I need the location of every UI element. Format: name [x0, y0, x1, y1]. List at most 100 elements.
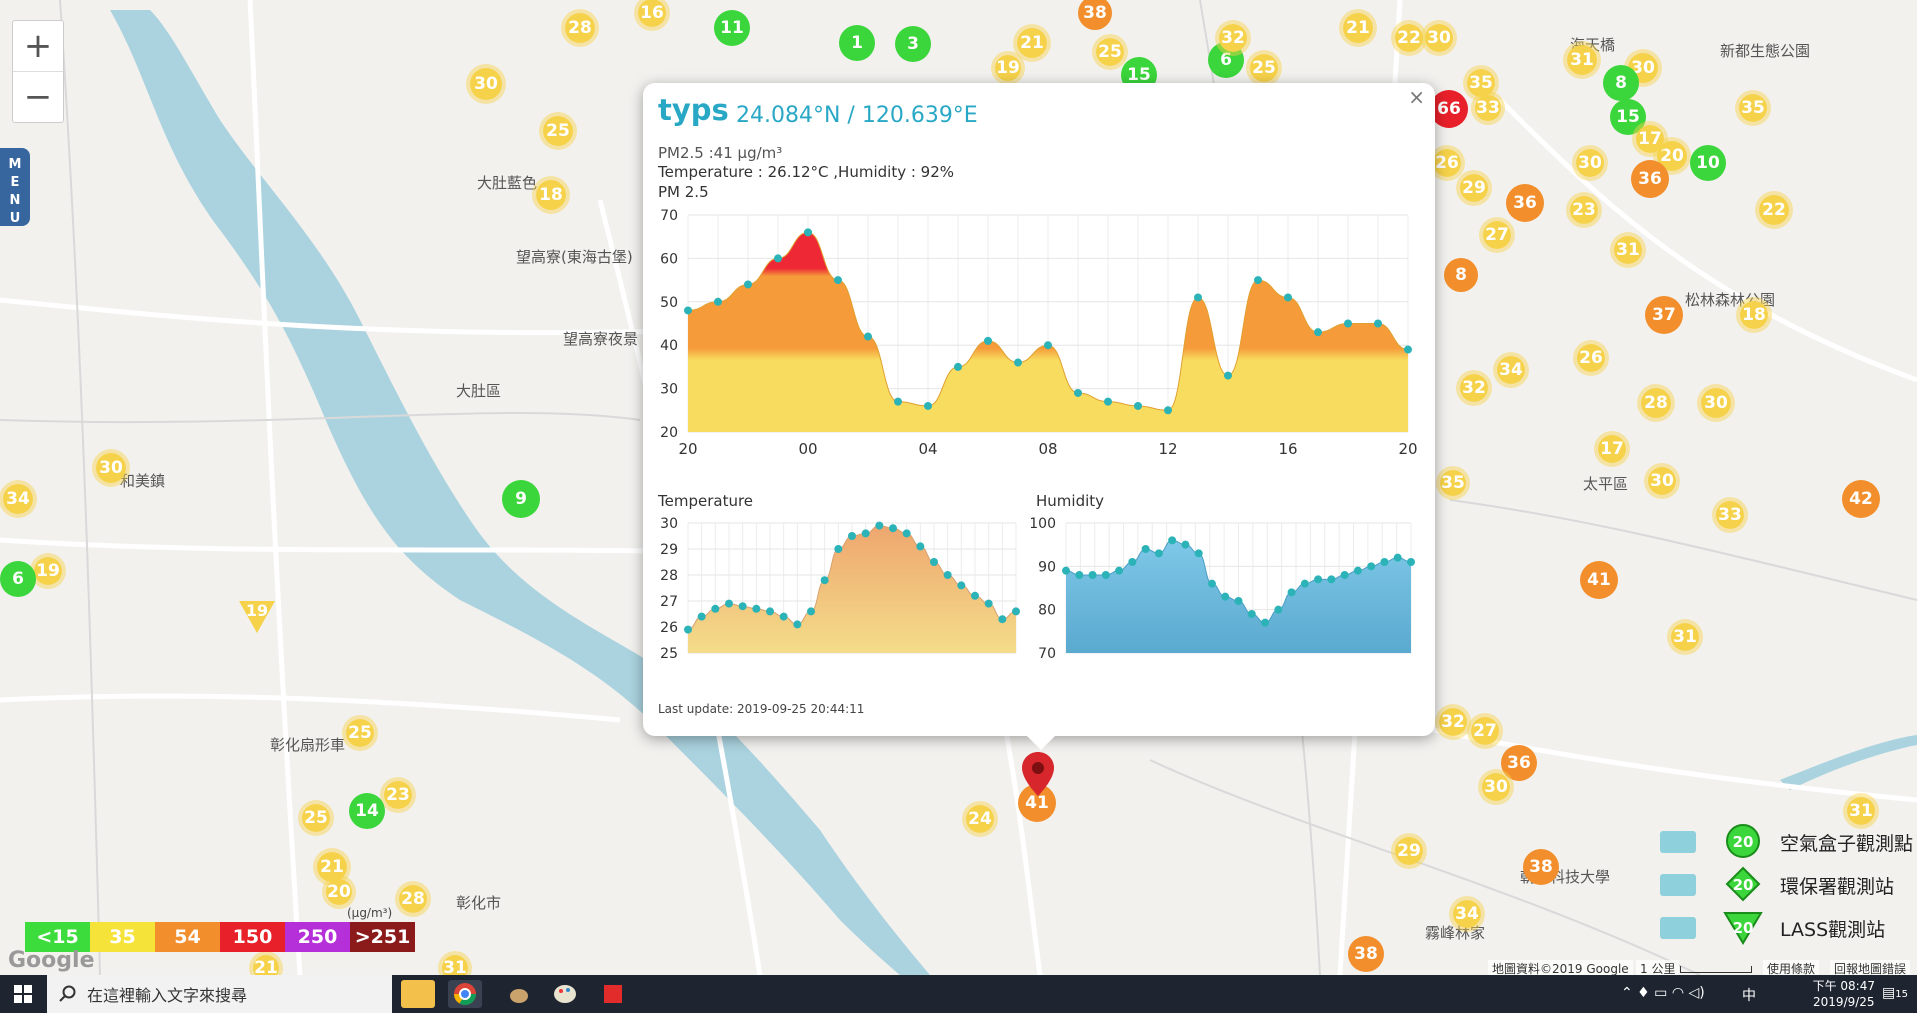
- airbox-marker[interactable]: 66: [1430, 90, 1468, 128]
- airbox-marker[interactable]: 26: [1573, 340, 1609, 376]
- data-point: [1141, 545, 1150, 553]
- notification-center-icon[interactable]: ▤15: [1882, 985, 1908, 1001]
- airbox-marker[interactable]: 1: [839, 25, 875, 61]
- close-icon[interactable]: ×: [1408, 85, 1425, 109]
- airbox-marker[interactable]: 9: [502, 480, 540, 518]
- airbox-marker[interactable]: 10: [1690, 145, 1726, 181]
- airbox-marker[interactable]: 33: [1712, 497, 1748, 533]
- airbox-marker[interactable]: 31: [438, 951, 472, 975]
- series-area: [1066, 540, 1411, 653]
- airbox-marker[interactable]: 27: [1479, 217, 1515, 253]
- airbox-marker[interactable]: 30: [1697, 384, 1735, 422]
- airbox-marker[interactable]: 25: [1246, 50, 1282, 86]
- airbox-marker[interactable]: 16: [634, 0, 670, 31]
- airbox-marker[interactable]: 19: [30, 553, 66, 589]
- app-icon-rabbit[interactable]: [502, 980, 536, 1008]
- airbox-marker[interactable]: 37: [1645, 296, 1683, 334]
- airbox-marker[interactable]: 35: [1735, 90, 1771, 126]
- airbox-marker[interactable]: 30: [1644, 463, 1680, 499]
- airbox-marker[interactable]: 30: [1478, 769, 1514, 805]
- airbox-marker[interactable]: 30: [1572, 145, 1608, 181]
- data-point: [1115, 566, 1124, 575]
- data-point: [894, 397, 902, 406]
- airbox-marker[interactable]: 25: [1092, 34, 1128, 70]
- airbox-marker[interactable]: 18: [532, 176, 570, 214]
- data-point: [834, 545, 843, 553]
- windows-start-icon[interactable]: [14, 985, 32, 1003]
- airbox-marker[interactable]: 36: [1506, 184, 1544, 222]
- terms-link[interactable]: 使用條款: [1763, 960, 1820, 975]
- airbox-marker[interactable]: 8: [1444, 258, 1478, 292]
- map-place-label: 新都生態公園: [1720, 42, 1811, 60]
- airbox-marker[interactable]: 25: [298, 800, 334, 836]
- airbox-marker[interactable]: 24: [962, 801, 998, 837]
- taskbar-search-box[interactable]: 在這裡輸入文字來搜尋: [47, 975, 392, 1013]
- airbox-marker[interactable]: 21: [249, 951, 283, 975]
- airbox-marker[interactable]: 8: [1603, 65, 1639, 101]
- svg-text:20: 20: [1733, 876, 1754, 894]
- airbox-marker[interactable]: 38: [1078, 0, 1112, 30]
- airbox-marker[interactable]: 31: [1667, 619, 1703, 655]
- tray-icons[interactable]: ⌃ ♦ ▭ ◠ ◁): [1621, 985, 1705, 1001]
- airbox-marker[interactable]: 29: [1456, 170, 1492, 206]
- airbox-marker[interactable]: 3: [895, 26, 931, 62]
- airbox-marker[interactable]: 25: [539, 112, 577, 150]
- airbox-marker[interactable]: 32: [1456, 370, 1492, 406]
- airbox-marker[interactable]: 30: [1421, 20, 1457, 56]
- lass-station-marker[interactable]: 19: [237, 599, 277, 635]
- airbox-marker[interactable]: 20: [322, 875, 356, 909]
- airbox-marker[interactable]: 34: [1493, 352, 1529, 388]
- file-explorer-icon[interactable]: [401, 980, 435, 1008]
- airbox-marker[interactable]: 21: [1339, 9, 1377, 47]
- airbox-marker[interactable]: 41: [1580, 561, 1618, 599]
- airbox-marker[interactable]: 31: [1610, 232, 1646, 268]
- airbox-marker[interactable]: 23: [1566, 192, 1602, 228]
- airbox-marker[interactable]: 17: [1632, 121, 1668, 157]
- airbox-marker[interactable]: 36: [1631, 160, 1669, 198]
- airbox-marker[interactable]: 31: [1843, 793, 1879, 829]
- airbox-marker[interactable]: 29: [1391, 833, 1427, 869]
- airbox-marker[interactable]: 35: [1436, 466, 1470, 500]
- chrome-icon[interactable]: [448, 980, 482, 1008]
- map-canvas[interactable]: 大肚區 和美鎮 彰化市 太平區 大肚藍色 望高寮(東海古堡) 望高寮夜景 彰化扇形車 霧峰林家朝…: [0, 0, 1917, 975]
- airbox-marker[interactable]: 31: [1563, 41, 1601, 79]
- airbox-marker[interactable]: 17: [1594, 431, 1630, 467]
- airbox-marker[interactable]: 28: [561, 9, 599, 47]
- airbox-marker[interactable]: 18: [1736, 297, 1772, 333]
- data-point: [902, 529, 911, 538]
- airbox-marker[interactable]: 32: [1435, 704, 1471, 740]
- report-map-error-link[interactable]: 回報地圖錯誤: [1830, 960, 1911, 975]
- airbox-marker[interactable]: 23: [380, 777, 416, 813]
- airbox-marker[interactable]: 34: [0, 480, 37, 518]
- system-clock[interactable]: 下午 08:47 2019/9/25: [1813, 978, 1875, 1010]
- data-point: [1221, 592, 1230, 601]
- airbox-marker[interactable]: 21: [1013, 24, 1051, 62]
- airbox-marker[interactable]: 33: [1471, 91, 1505, 125]
- zoom-out-button[interactable]: −: [23, 77, 53, 117]
- airbox-marker[interactable]: 42: [1842, 480, 1880, 518]
- airbox-marker[interactable]: 25: [342, 715, 378, 751]
- airbox-marker[interactable]: 30: [92, 449, 130, 487]
- airbox-marker[interactable]: 38: [1523, 849, 1559, 885]
- selected-location-pin-icon[interactable]: [1022, 752, 1054, 796]
- airbox-marker[interactable]: 19: [991, 51, 1025, 85]
- x-tick-label: 08: [1038, 440, 1057, 455]
- airbox-marker[interactable]: 6: [0, 561, 36, 597]
- airbox-marker[interactable]: 27: [1467, 713, 1503, 749]
- airbox-marker[interactable]: 28: [1637, 384, 1675, 422]
- zoom-in-button[interactable]: +: [13, 21, 63, 72]
- airbox-marker[interactable]: 32: [1215, 20, 1251, 56]
- ime-indicator[interactable]: 中: [1742, 988, 1756, 1004]
- airbox-marker[interactable]: 34: [1449, 896, 1485, 932]
- airbox-marker[interactable]: 28: [395, 881, 431, 917]
- data-point: [1134, 401, 1142, 410]
- airbox-marker[interactable]: 11: [714, 10, 750, 46]
- taskbar-search-placeholder: 在這裡輸入文字來搜尋: [87, 986, 248, 1005]
- app-icon-paint[interactable]: [548, 980, 582, 1008]
- airbox-marker[interactable]: 30: [466, 64, 506, 104]
- airbox-marker[interactable]: 14: [349, 793, 385, 829]
- airbox-marker[interactable]: 38: [1348, 936, 1384, 972]
- airbox-marker[interactable]: 22: [1755, 191, 1793, 229]
- app-icon-red[interactable]: [596, 980, 630, 1008]
